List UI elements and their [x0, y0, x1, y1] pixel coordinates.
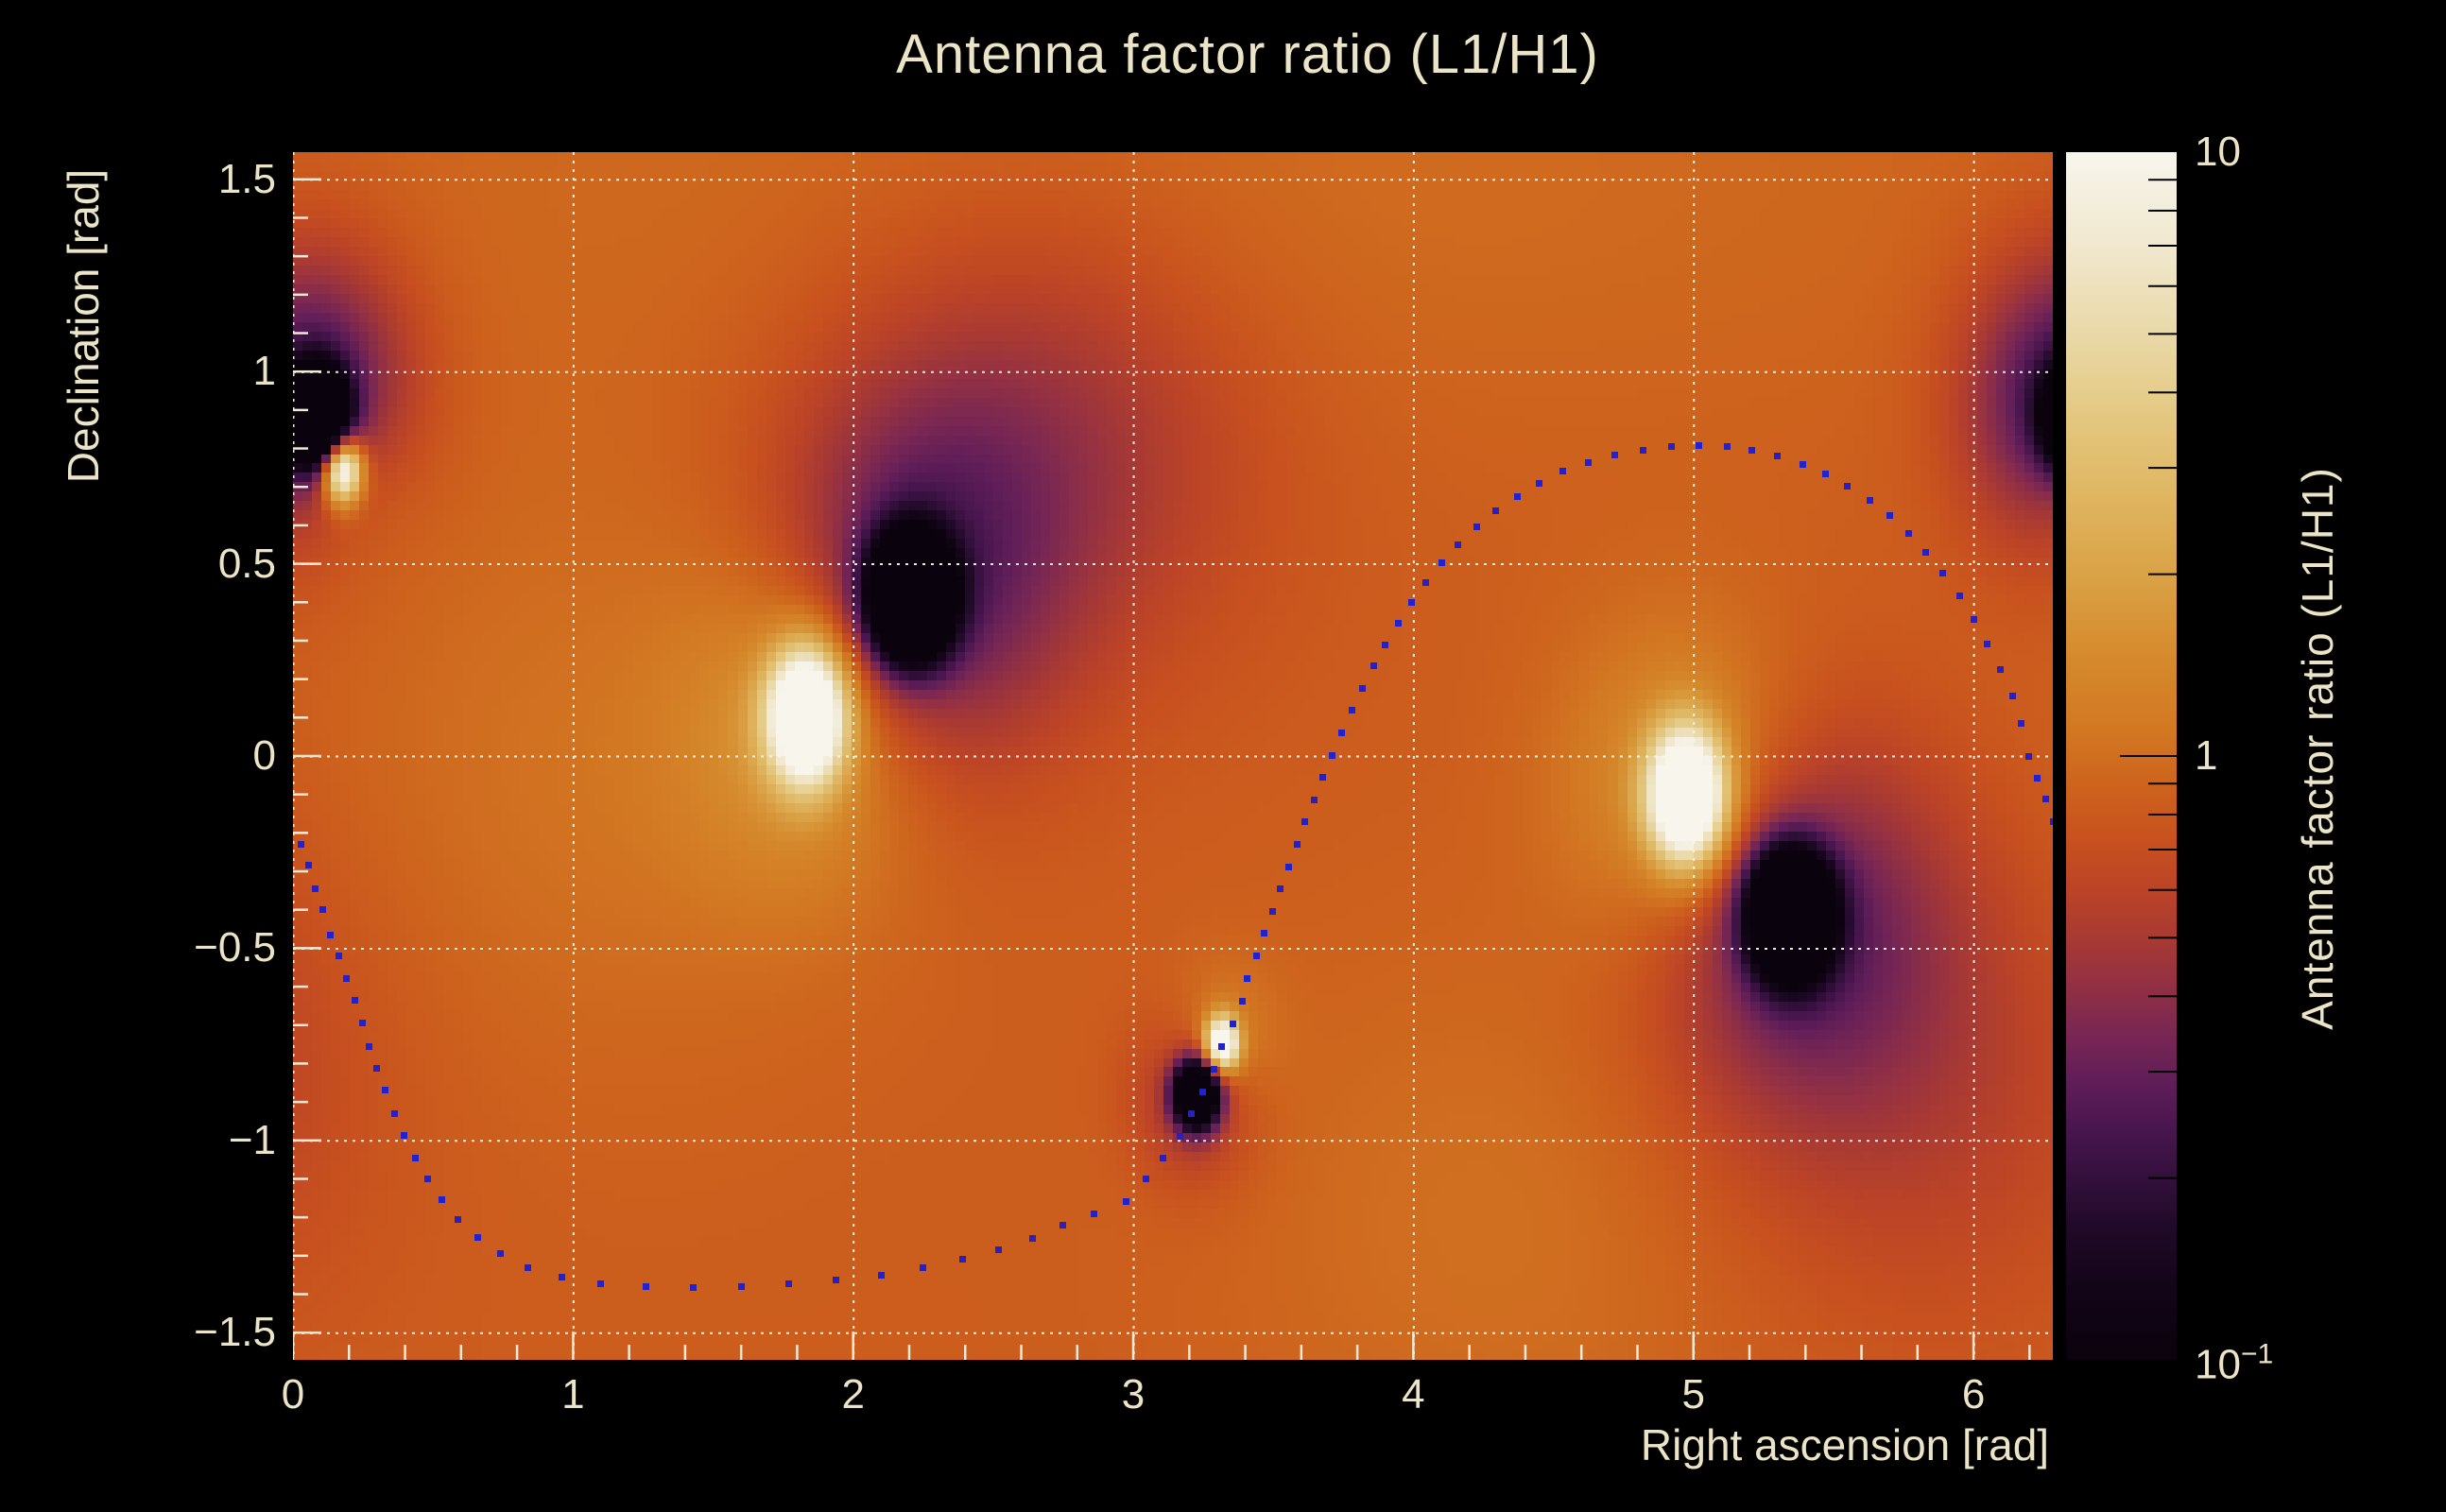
- colorbar-tick-label: 10: [2195, 129, 2241, 175]
- y-tick-label: −0.5: [194, 924, 276, 971]
- x-tick-label: 1: [561, 1371, 585, 1418]
- y-tick-label: 1: [252, 348, 276, 395]
- y-tick-label: −1.5: [194, 1309, 276, 1356]
- y-axis-title: Declination [rad]: [59, 168, 108, 484]
- x-axis-title: Right ascension [rad]: [1640, 1420, 2050, 1469]
- x-tick-label: 2: [841, 1371, 865, 1418]
- y-tick-label: 1.5: [217, 155, 276, 202]
- x-tick-label: 4: [1402, 1371, 1425, 1418]
- colorbar-tick-label: 1: [2195, 732, 2218, 779]
- x-tick-label: 6: [1961, 1371, 1986, 1418]
- page-title: Antenna factor ratio (L1/H1): [896, 24, 1599, 85]
- y-tick-label: 0.5: [217, 540, 276, 587]
- colorbar-gradient: [2066, 152, 2177, 1360]
- x-tick-label: 3: [1121, 1371, 1145, 1418]
- heatmap-plot-area: [293, 152, 2053, 1360]
- x-tick-label: 5: [1681, 1371, 1705, 1418]
- colorbar-tick-label: 10−1: [2195, 1338, 2274, 1388]
- colorbar-axis-title: Antenna factor ratio (L1/H1): [2293, 467, 2342, 1030]
- y-tick-label: −1: [228, 1116, 276, 1163]
- y-tick-label: 0: [252, 732, 276, 779]
- x-tick-label: 0: [281, 1371, 305, 1418]
